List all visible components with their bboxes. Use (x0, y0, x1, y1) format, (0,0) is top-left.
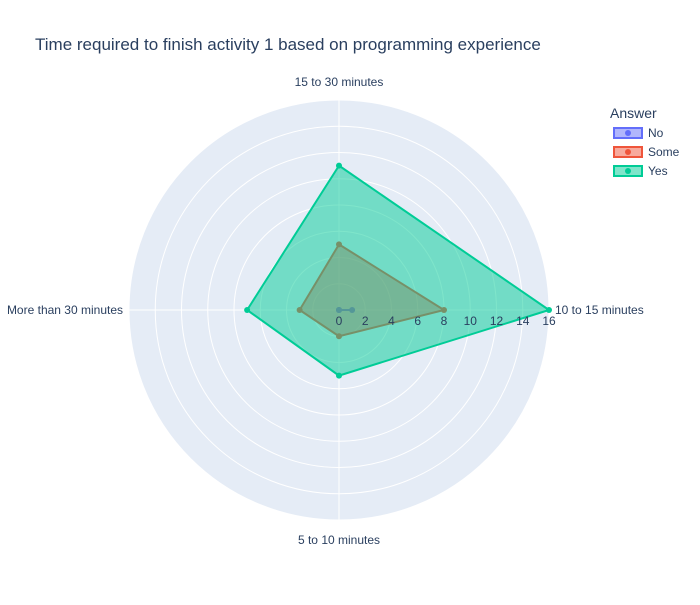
legend-item-no[interactable]: No (613, 126, 664, 140)
data-point-yes (244, 307, 251, 313)
category-label: More than 30 minutes (7, 303, 123, 317)
legend-marker (625, 168, 631, 174)
category-label: 15 to 30 minutes (295, 75, 384, 89)
data-point-yes (546, 307, 552, 313)
data-point-yes (336, 162, 342, 169)
legend-marker (625, 149, 631, 155)
radial-tick-label: 10 (464, 314, 478, 328)
radial-tick-label: 8 (441, 314, 448, 328)
legend-marker (625, 130, 631, 136)
category-label: 10 to 15 minutes (555, 303, 644, 317)
category-label: 5 to 10 minutes (298, 533, 380, 547)
legend-title: Answer (610, 105, 657, 121)
radial-tick-label: 16 (542, 314, 556, 328)
radial-tick-label: 6 (414, 314, 421, 328)
legend[interactable]: Answer No Some Yes (610, 105, 680, 178)
radial-tick-label: 0 (336, 314, 343, 328)
legend-label: Some (648, 145, 680, 159)
data-point-yes (336, 372, 342, 379)
radial-tick-label: 2 (362, 314, 369, 328)
radial-tick-label: 4 (388, 314, 395, 328)
legend-item-yes[interactable]: Yes (613, 164, 668, 178)
radial-tick-label: 12 (490, 314, 504, 328)
legend-item-some[interactable]: Some (613, 145, 680, 159)
legend-label: No (648, 126, 664, 140)
legend-label: Yes (648, 164, 668, 178)
radial-tick-label: 14 (516, 314, 530, 328)
chart-title: Time required to finish activity 1 based… (35, 35, 541, 54)
